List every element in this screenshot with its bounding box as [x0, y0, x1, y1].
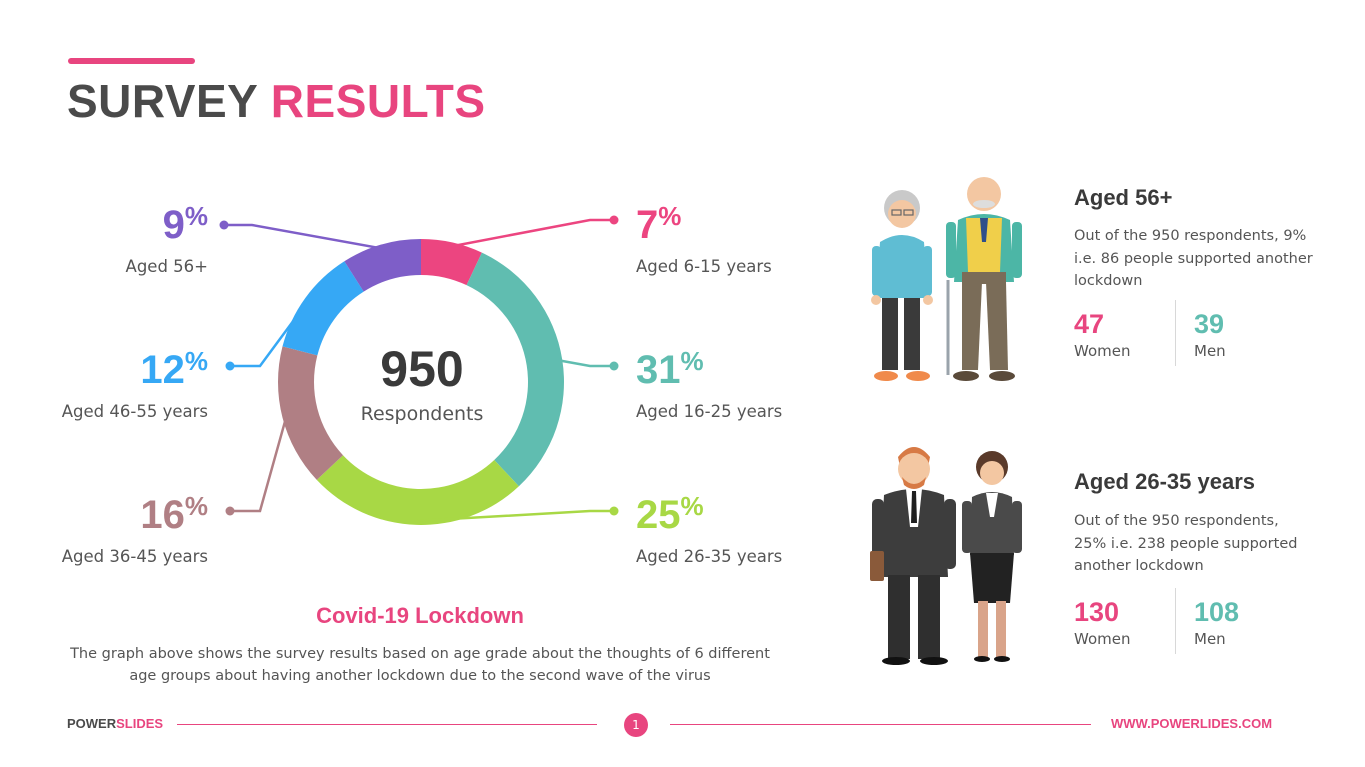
- elderly-woman-figure: [871, 190, 933, 381]
- donut-slice-aged-26-35: [316, 455, 519, 525]
- footer-line-right: [670, 724, 1091, 725]
- pct-value: 12: [140, 348, 185, 392]
- card-1-women-label: Women: [1074, 342, 1131, 360]
- chart-caption-title: Covid-19 Lockdown: [316, 603, 524, 628]
- footer-url-link[interactable]: WWW.POWERLIDES.COM: [1111, 716, 1273, 731]
- card-2-heading: Aged 26-35 years: [1074, 469, 1255, 494]
- leader-line-aged-46-55: [230, 299, 310, 368]
- pct-symbol: %: [658, 201, 682, 231]
- leader-line-aged-36-45: [230, 416, 288, 513]
- label-aged-6-15: Aged 6-15 years: [636, 257, 772, 276]
- title-part-2: RESULTS: [270, 75, 486, 127]
- donut-center-label: Respondents: [360, 403, 484, 425]
- page-number-badge: 1: [624, 713, 648, 737]
- pct-aged-46-55: 12%: [100, 348, 208, 392]
- card-2-women-value: 130: [1074, 597, 1120, 627]
- title-accent-bar: [68, 58, 195, 64]
- card-1-heading: Aged 56+: [1074, 185, 1173, 210]
- label-aged-36-45: Aged 36-45 years: [61, 547, 208, 566]
- elderly-couple-illustration: [871, 177, 1022, 381]
- card-2-men-label: Men: [1194, 630, 1226, 648]
- pct-value: 31: [636, 348, 681, 392]
- card-2-divider: [1175, 588, 1176, 654]
- card-2-text: Out of the 950 respondents, 25% i.e. 238…: [1074, 513, 1298, 574]
- footer-brand-part-1: POWER: [67, 716, 117, 731]
- donut-slice-aged-46-55: [282, 261, 364, 356]
- pct-symbol: %: [184, 491, 208, 521]
- label-aged-46-55: Aged 46-55 years: [61, 402, 208, 421]
- card-2-women-label: Women: [1074, 630, 1131, 648]
- card-1-men-label: Men: [1194, 342, 1226, 360]
- pct-aged-56-plus: 9%: [100, 203, 208, 247]
- leader-line-aged-6-15: [451, 218, 614, 248]
- pct-aged-36-45: 16%: [100, 493, 208, 537]
- leader-line-aged-16-25: [558, 359, 614, 368]
- pct-aged-6-15: 7%: [636, 203, 681, 247]
- page-title: SURVEY RESULTS: [67, 74, 486, 128]
- label-aged-56-plus: Aged 56+: [125, 257, 208, 276]
- pct-aged-26-35: 25%: [636, 493, 704, 537]
- pct-aged-16-25: 31%: [636, 348, 704, 392]
- pct-symbol: %: [680, 491, 704, 521]
- leader-dot-aged-46-55: [225, 361, 235, 371]
- card-1-men-value: 39: [1194, 309, 1225, 339]
- pct-value: 9: [162, 203, 185, 247]
- business-couple-illustration: [870, 447, 1022, 665]
- donut-center-value: 950: [380, 341, 464, 397]
- pct-symbol: %: [184, 201, 208, 231]
- title-part-1: SURVEY: [67, 75, 258, 127]
- label-aged-26-35: Aged 26-35 years: [636, 547, 783, 566]
- pct-symbol: %: [184, 346, 208, 376]
- leader-dot-aged-26-35: [609, 506, 619, 516]
- card-1-women-value: 47: [1074, 309, 1105, 339]
- pct-value: 16: [140, 493, 185, 537]
- card-1-divider: [1175, 300, 1176, 366]
- leader-line-aged-26-35: [416, 509, 614, 523]
- donut-slice-aged-16-25: [466, 252, 564, 487]
- chart-caption-description: The graph above shows the survey results…: [70, 646, 770, 684]
- footer-brand: POWERSLIDES: [67, 716, 163, 731]
- card-2-men-value: 108: [1194, 597, 1240, 627]
- leader-dot-aged-56-plus: [219, 220, 229, 230]
- elderly-man-figure: [946, 177, 1022, 381]
- leader-line-aged-56-plus: [224, 223, 383, 250]
- pct-symbol: %: [680, 346, 704, 376]
- donut-slice-aged-56-plus: [344, 239, 421, 292]
- pct-value: 25: [636, 493, 681, 537]
- donut-slice-aged-36-45: [277, 346, 344, 480]
- pct-value: 7: [636, 203, 659, 247]
- donut-slice-aged-6-15: [421, 239, 482, 286]
- footer-line-left: [177, 724, 597, 725]
- label-aged-16-25: Aged 16-25 years: [636, 402, 783, 421]
- leader-dot-aged-36-45: [225, 506, 235, 516]
- business-man-figure: [870, 447, 956, 665]
- leader-dot-aged-16-25: [609, 361, 619, 371]
- business-woman-figure: [962, 451, 1022, 662]
- card-1-text: Out of the 950 respondents, 9% i.e. 86 p…: [1074, 228, 1313, 289]
- footer-brand-part-2: SLIDES: [116, 716, 164, 731]
- leader-dot-aged-6-15: [609, 215, 619, 225]
